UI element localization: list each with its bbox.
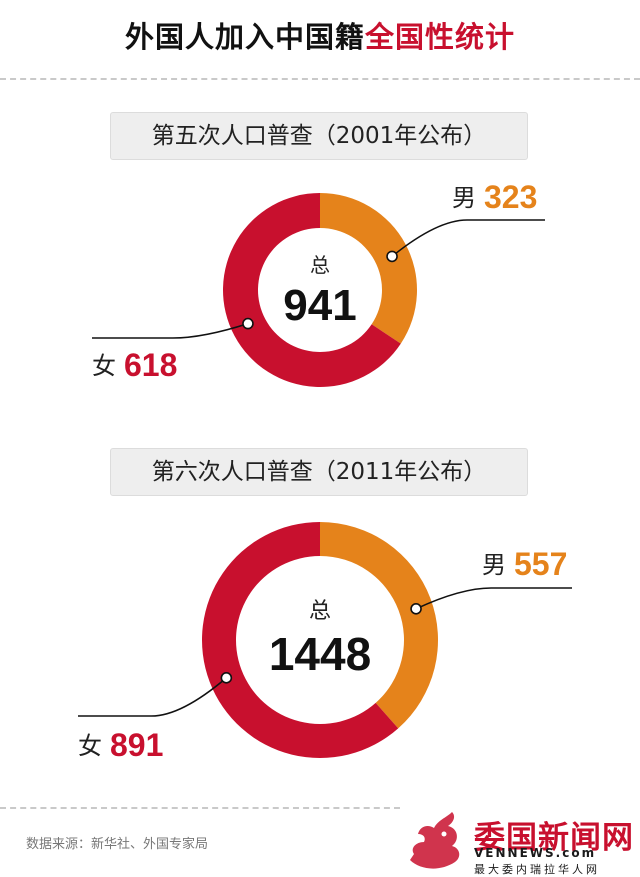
female-label: 女 [92,352,116,380]
male-leader-line [391,219,545,258]
vennews-logo: 委国新闻网 VENNEWS.com 最大委内瑞拉华人网 [400,810,640,877]
total-value: 1448 [269,628,371,680]
slice-male [320,522,439,729]
slice-female [223,193,401,387]
male-label: 男 [452,184,476,212]
male-leader-line [415,587,572,610]
female-dot [242,317,254,330]
female-label: 女 [78,732,102,760]
male-label: 男 [482,551,506,579]
title-accent: 全国性统计 [365,20,516,54]
bottom-divider [0,807,400,809]
title-main: 外国人加入中国籍 [124,20,365,54]
male-dot [386,250,398,263]
dragon-icon [410,812,460,869]
top-divider [0,78,640,80]
logo-name: 委国新闻网 [474,820,634,856]
male-value: 557 [514,546,567,582]
female-value: 618 [124,347,177,383]
total-value: 941 [283,281,356,330]
donut-chart-1: 总 941 男 323 女 618 [92,179,545,387]
logo-url: VENNEWS.com [474,846,597,860]
census-6-title: 第六次人口普查（2011年公布） [110,448,528,496]
donut-chart-2: 总 1448 男 557 女 891 [78,522,572,763]
page-title: 外国人加入中国籍全国性统计 [0,14,640,56]
census-5-title: 第五次人口普查（2001年公布） [110,112,528,160]
male-value: 323 [484,179,537,215]
slice-female [202,522,399,758]
male-dot [410,602,422,615]
female-value: 891 [110,727,163,763]
total-label: 总 [309,599,331,624]
female-dot [220,672,233,684]
female-leader-line [92,322,249,339]
slice-male [320,193,417,344]
data-source: 数据来源：新华社、外国专家局 [26,837,209,852]
female-leader-line [78,677,227,717]
total-label: 总 [310,253,330,277]
logo-slogan: 最大委内瑞拉华人网 [474,863,600,876]
